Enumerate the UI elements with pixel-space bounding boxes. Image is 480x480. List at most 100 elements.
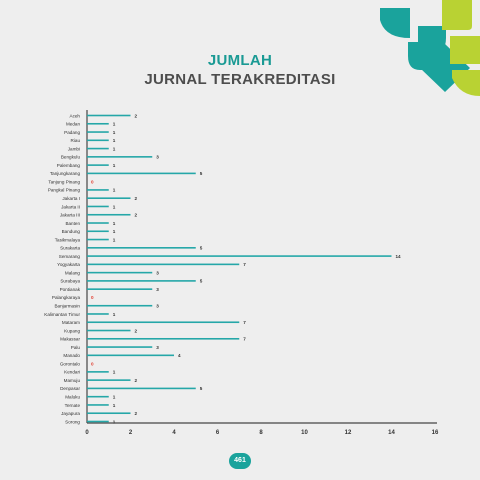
category-label: Medan [66,122,80,127]
data-label: 5 [200,246,203,251]
bar [87,379,131,381]
category-label: Sorong [65,419,80,424]
bar [87,122,109,125]
category-label: Aceh [70,113,81,118]
category-label: Denpasar [60,386,80,391]
data-label: 1 [113,312,116,317]
data-label: 7 [243,320,246,325]
category-label: Jambi [68,146,80,151]
category-label: Manado [63,353,80,358]
bar [87,329,131,332]
bar [87,321,240,324]
bar [87,164,109,166]
category-label: Makassar [60,337,80,342]
data-label: 1 [113,130,116,135]
data-label: 1 [113,237,116,242]
category-label: Padang [64,130,80,135]
category-label: Palembang [57,163,81,168]
bar [87,371,109,373]
bar [87,354,174,357]
bar [87,304,153,307]
data-label: 3 [156,345,159,350]
category-label: Gorontalo [60,361,81,366]
data-label: 1 [113,370,116,375]
data-label: 3 [156,270,159,275]
category-label: Tanjungkarang [50,171,81,176]
bar [87,131,109,133]
bar [87,313,109,315]
x-tick-label: 2 [129,430,133,436]
bar [87,337,240,340]
bar [87,288,153,290]
category-label: Kupang [64,328,80,333]
data-label: 5 [200,171,203,176]
category-label: Palangkaraya [52,295,81,300]
bar [87,404,109,406]
data-label: 2 [135,411,138,416]
data-label: 1 [113,188,116,193]
data-label: 0 [91,295,94,300]
bar [87,387,196,390]
bar [87,139,109,142]
data-label: 1 [113,394,116,399]
data-label: 3 [156,155,159,160]
data-label: 1 [113,403,116,408]
category-label: Pontianak [60,287,81,292]
bar [87,213,131,216]
chart-header: JUMLAH JURNAL TERAKREDITASI [0,52,480,88]
x-tick-label: 12 [345,430,352,436]
data-label: 1 [113,204,116,209]
bar [87,263,240,266]
category-label: Kendari [64,370,80,375]
category-label: Jayapura [61,411,80,416]
x-tick-label: 4 [172,430,176,436]
bar [87,147,109,150]
category-label: Palu [71,345,81,350]
category-label: Surabaya [60,279,80,284]
category-label: Banten [65,221,80,226]
bar [87,156,153,158]
x-tick-label: 8 [259,430,263,436]
category-label: Malang [65,270,81,275]
category-label: Kalimantan Timur [44,312,80,317]
data-label: 0 [91,361,94,366]
category-label: Yogyakarta [57,262,80,267]
bar [87,255,392,257]
data-label: 0 [91,179,94,184]
data-label: 1 [113,163,116,168]
x-tick-label: 6 [216,430,220,436]
data-label: 1 [113,138,116,143]
bar [87,222,109,224]
bar [87,172,196,175]
x-tick-label: 14 [388,430,395,436]
category-label: Bandung [62,229,81,234]
bar [87,189,109,191]
data-label: 2 [135,378,138,383]
bar [87,197,131,199]
category-label: Maluku [65,394,80,399]
category-label: Jakarta I [62,196,80,201]
bar [87,114,131,117]
data-label: 5 [200,279,203,284]
header-title-line1: JUMLAH [207,52,273,69]
category-label: Semarang [59,254,81,259]
data-label: 14 [396,254,402,259]
data-label: 1 [113,419,116,424]
bar [87,230,109,233]
bar [87,346,153,348]
page-number-badge: 461 [229,453,251,469]
category-label: Bengkulu [61,155,81,160]
bar [87,420,109,423]
bar [87,238,109,241]
category-label: Jakarta III [60,213,80,218]
bar [87,280,196,282]
category-label: Jakarta II [61,204,80,209]
data-label: 7 [243,337,246,342]
category-label: Riau [71,138,81,143]
bar [87,271,153,274]
bar [87,205,109,208]
x-tick-label: 10 [301,430,308,436]
data-label: 3 [156,304,159,309]
